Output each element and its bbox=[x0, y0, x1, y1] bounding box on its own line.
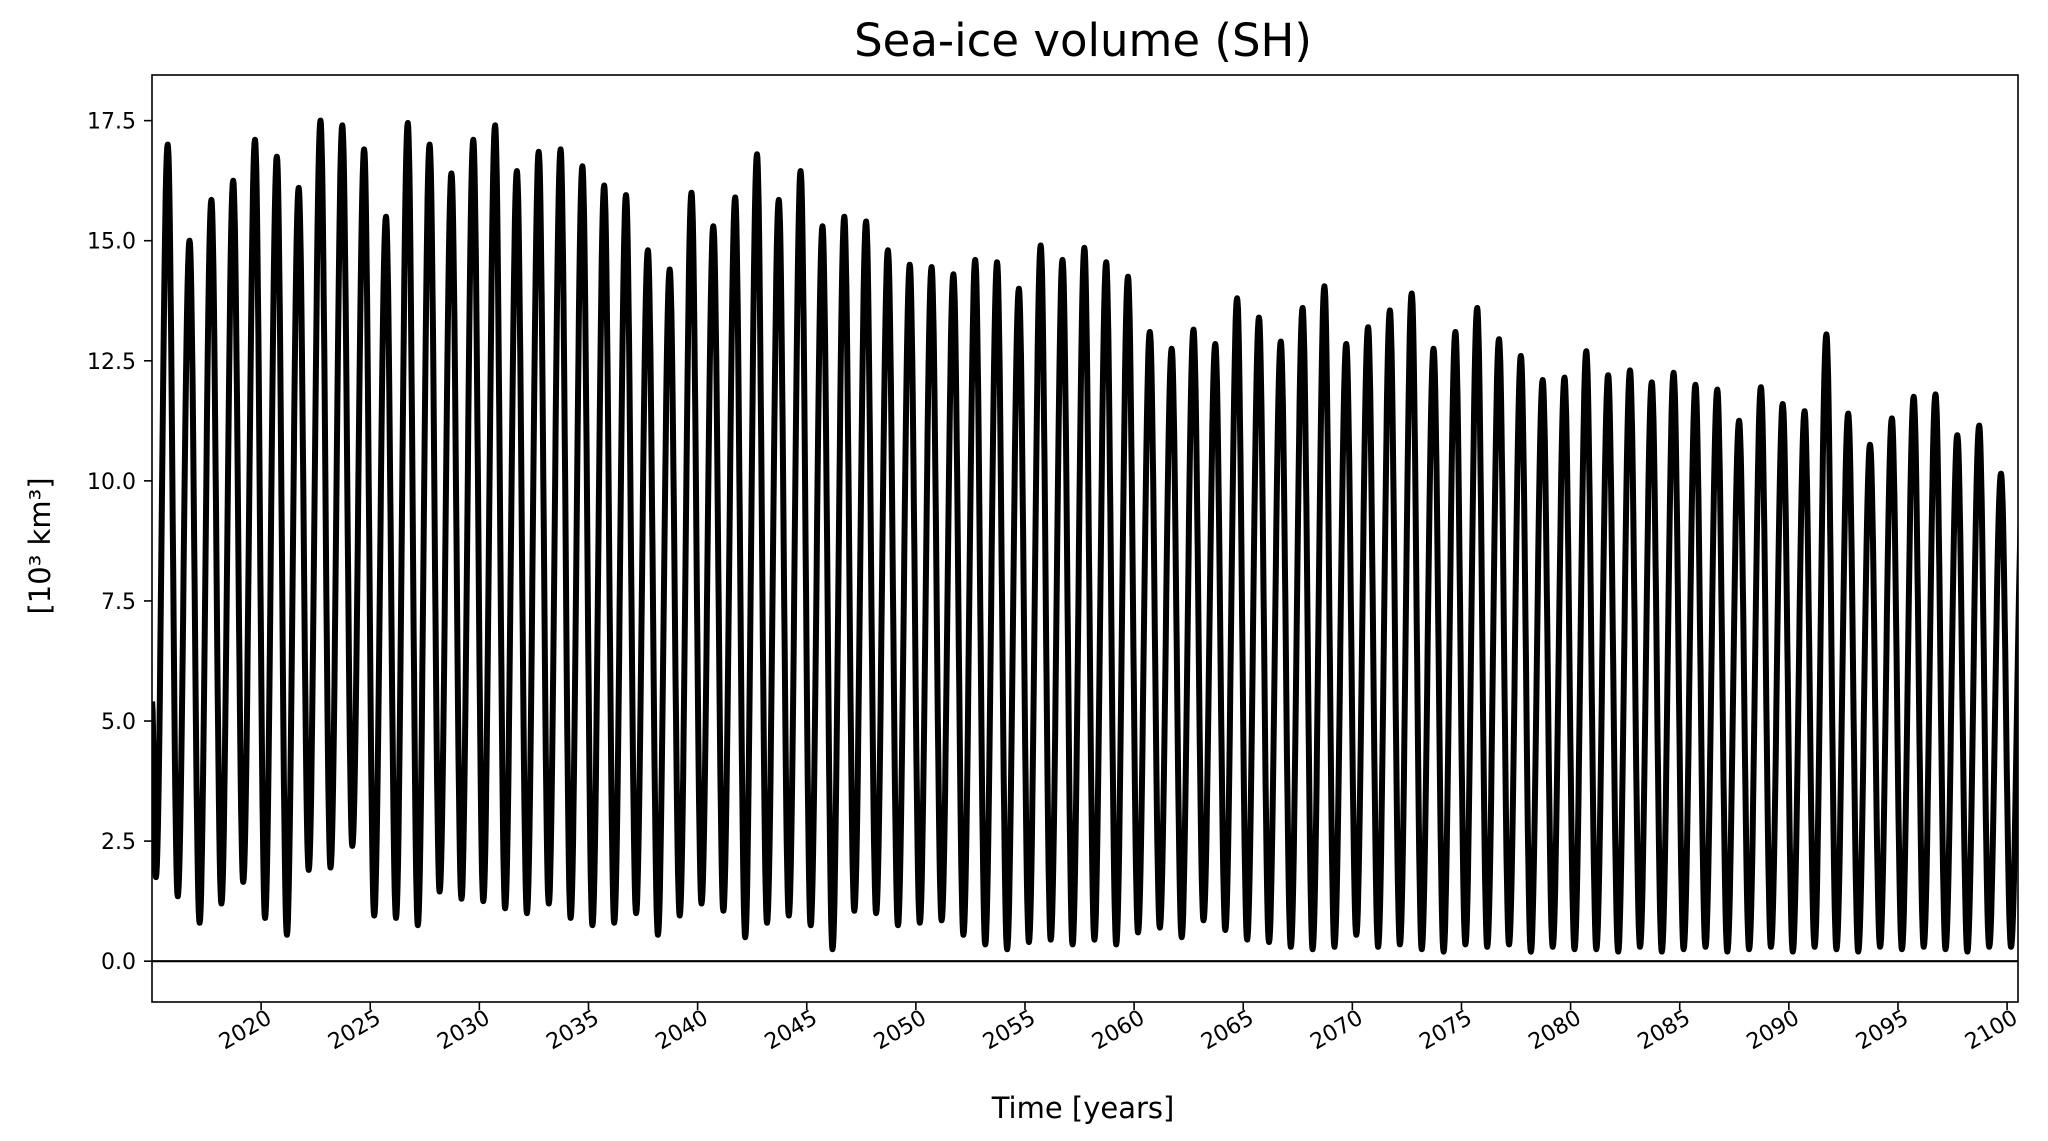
y-tick-label: 5.0 bbox=[101, 710, 136, 735]
y-tick-label: 17.5 bbox=[87, 110, 136, 135]
y-tick-label: 0.0 bbox=[101, 950, 136, 975]
plot-frame bbox=[151, 74, 2019, 1003]
sea-ice-volume-line bbox=[152, 117, 2018, 955]
x-axis-label: Time [years] bbox=[991, 1091, 1175, 1125]
plot-area bbox=[152, 117, 2018, 963]
y-tick-label: 2.5 bbox=[101, 830, 136, 855]
y-axis-label: [10³ km³] bbox=[23, 477, 57, 614]
y-tick-label: 10.0 bbox=[87, 470, 136, 495]
y-tick-label: 15.0 bbox=[87, 230, 136, 255]
chart-title: Sea-ice volume (SH) bbox=[854, 14, 1312, 67]
y-axis: 0.0 2.5 5.0 7.5 10.0 12.5 15.0 17.5 bbox=[87, 110, 152, 975]
y-tick-label: 7.5 bbox=[101, 590, 136, 615]
y-tick-label: 12.5 bbox=[87, 350, 136, 375]
